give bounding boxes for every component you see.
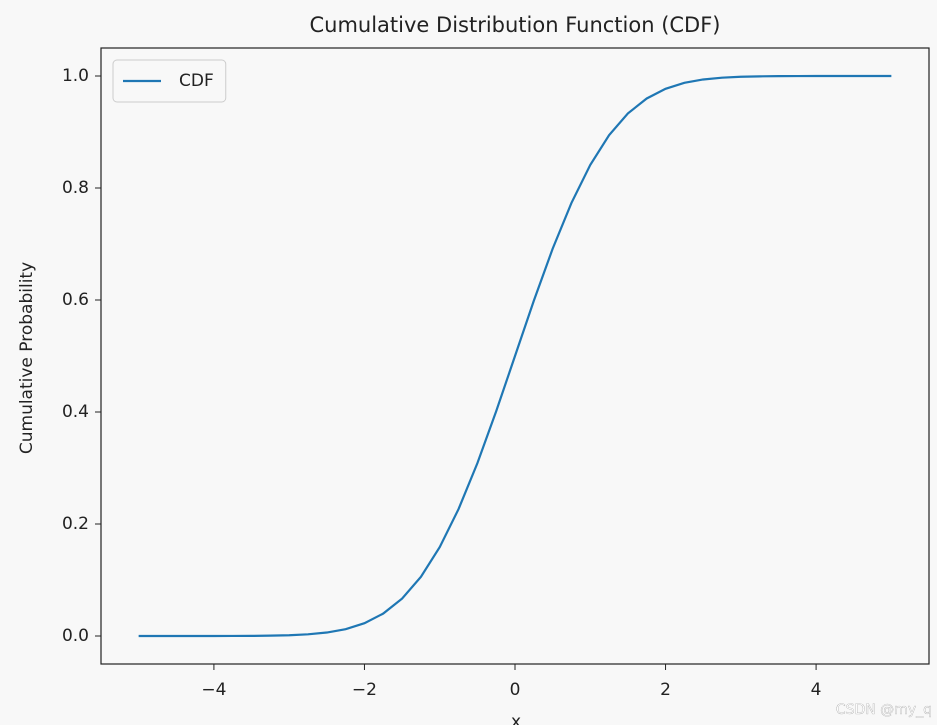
x-tick-label: 4 (811, 680, 822, 700)
y-tick-label: 0.6 (62, 290, 89, 310)
x-axis-label: x (511, 712, 521, 725)
line-series (138, 74, 892, 638)
legend-box (112, 59, 227, 103)
x-tick-label: 2 (660, 680, 671, 700)
axes-frame (100, 47, 930, 665)
chart-title: Cumulative Distribution Function (CDF) (309, 13, 720, 37)
y-tick-label: 1.0 (62, 66, 89, 86)
watermark: CSDN @my_q (836, 702, 932, 718)
y-axis-label: Cumulative Probability (17, 262, 37, 454)
legend-label: CDF (179, 71, 214, 91)
x-tick-label: 0 (510, 680, 521, 700)
x-tick-label: −4 (201, 680, 226, 700)
y-tick-label: 0.0 (62, 626, 89, 646)
y-tick-label: 0.2 (62, 514, 89, 534)
y-tick-label: 0.4 (62, 402, 89, 422)
x-tick-label: −2 (352, 680, 377, 700)
y-tick-label: 0.8 (62, 178, 89, 198)
